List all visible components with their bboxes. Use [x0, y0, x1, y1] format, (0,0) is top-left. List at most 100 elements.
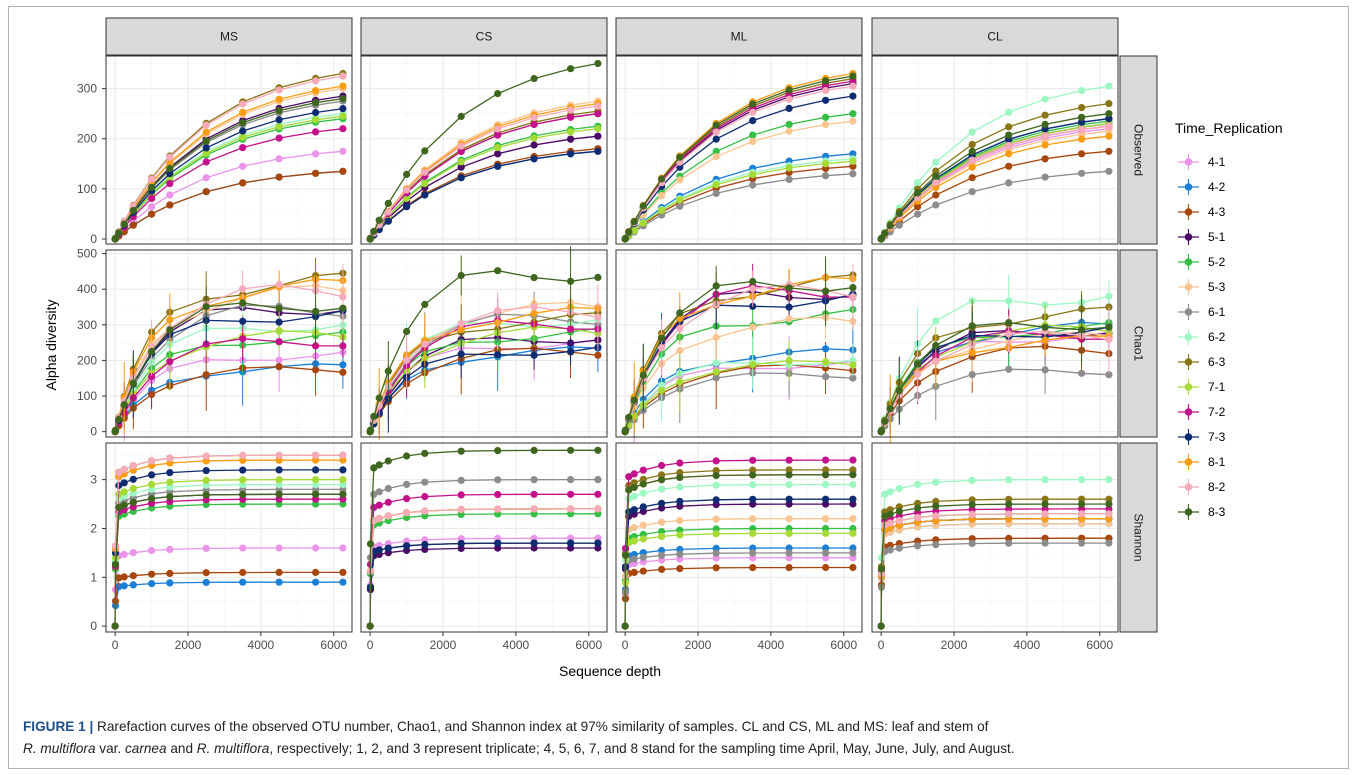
panel-chao1-cs	[360, 246, 608, 441]
data-point	[785, 164, 793, 172]
legend-item-6-3: 6-3	[1178, 354, 1226, 370]
legend-key-point	[1184, 333, 1193, 341]
data-point	[749, 277, 757, 286]
data-point	[849, 92, 857, 100]
data-point	[630, 492, 638, 500]
data-point	[115, 415, 123, 423]
data-point	[494, 125, 502, 133]
data-point	[339, 95, 347, 103]
data-point	[275, 318, 283, 326]
data-point	[785, 357, 793, 365]
data-point	[639, 371, 647, 379]
data-point	[166, 454, 174, 462]
figure-caption: FIGURE 1 | Rarefaction curves of the obs…	[23, 716, 1343, 760]
data-point	[639, 466, 647, 474]
caption-and: and	[166, 741, 197, 756]
data-point	[111, 234, 120, 242]
data-point	[370, 227, 378, 235]
data-point	[530, 303, 538, 311]
data-point	[403, 356, 411, 364]
data-point	[749, 323, 757, 331]
data-point	[457, 158, 465, 166]
data-point	[339, 544, 347, 552]
data-point	[457, 476, 465, 484]
data-point	[166, 469, 174, 477]
data-point	[312, 128, 320, 136]
data-point	[148, 480, 156, 488]
legend-key-point	[1184, 408, 1193, 416]
data-point	[530, 539, 538, 547]
panel-chao1-ml	[615, 249, 863, 444]
panel-border	[105, 55, 353, 245]
data-point	[1041, 120, 1049, 128]
data-point	[275, 86, 283, 94]
data-point	[275, 173, 283, 181]
data-point	[639, 567, 647, 575]
data-point	[822, 87, 830, 95]
data-point	[494, 131, 502, 139]
data-point	[1105, 335, 1113, 344]
legend-item-4-2: 4-2	[1178, 179, 1226, 195]
data-point	[148, 210, 156, 218]
data-point	[312, 568, 320, 577]
data-point	[822, 495, 830, 503]
data-point	[339, 451, 347, 459]
x-tick-label: 6000	[830, 638, 857, 652]
data-point	[494, 447, 502, 455]
data-point	[530, 141, 538, 149]
data-point	[1005, 365, 1013, 373]
data-point	[129, 484, 137, 493]
legend-key-point	[1184, 183, 1193, 191]
data-point	[932, 172, 940, 180]
data-point	[914, 513, 922, 522]
data-point	[312, 476, 320, 484]
data-point	[621, 551, 630, 559]
legend-label: 6-1	[1208, 305, 1226, 319]
data-point	[1005, 150, 1013, 158]
data-point	[849, 471, 857, 479]
data-point	[676, 202, 684, 210]
x-tick-label: 2000	[941, 638, 968, 652]
data-point	[849, 162, 857, 170]
x-tick-label: 6000	[575, 638, 602, 652]
data-point	[932, 167, 940, 175]
data-point	[822, 287, 830, 295]
data-point	[1105, 147, 1113, 155]
data-point	[625, 486, 633, 494]
data-point	[1041, 510, 1049, 518]
data-point	[166, 478, 174, 486]
data-point	[111, 622, 119, 630]
data-point	[630, 537, 638, 545]
data-point	[639, 202, 647, 210]
data-point	[676, 550, 684, 558]
data-point	[658, 476, 666, 484]
data-point	[932, 183, 940, 191]
legend-item-8-2: 8-2	[1178, 479, 1226, 495]
data-point	[239, 108, 247, 116]
data-point	[658, 532, 666, 541]
facet-strip-observed	[1119, 55, 1158, 245]
data-point	[676, 517, 684, 525]
x-tick-label: 0	[622, 638, 629, 652]
data-point	[785, 315, 793, 323]
data-point	[822, 77, 830, 85]
data-point	[968, 163, 976, 171]
data-point	[202, 476, 210, 484]
data-point	[1105, 510, 1113, 518]
data-point	[166, 316, 174, 324]
data-point	[120, 401, 128, 409]
data-point	[968, 147, 976, 155]
data-point	[494, 144, 502, 152]
data-point	[932, 512, 940, 520]
data-point	[1041, 301, 1049, 309]
data-point	[932, 502, 940, 510]
panel-background	[106, 443, 352, 632]
data-point	[639, 480, 647, 488]
x-tick-label: 4000	[248, 638, 275, 652]
data-point	[202, 144, 210, 152]
data-point	[968, 322, 976, 330]
data-point	[822, 160, 830, 168]
data-point	[914, 189, 922, 197]
data-point	[822, 480, 830, 489]
panel-border	[871, 55, 1119, 245]
